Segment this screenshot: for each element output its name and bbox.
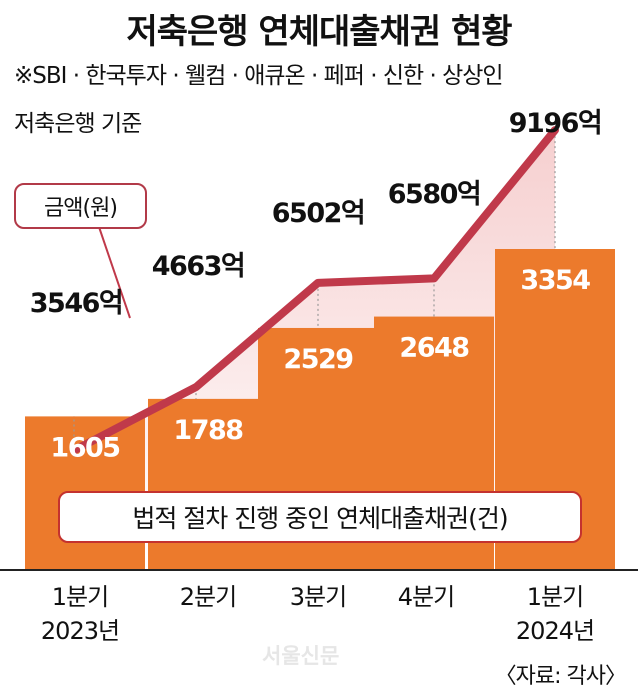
bar-label-3: 2529	[283, 344, 353, 375]
x-tick-label-4: 4분기	[397, 583, 455, 611]
x-tick-label-5: 1분기 2024년	[515, 583, 595, 645]
amount-line	[70, 126, 559, 455]
bar-label-5: 3354	[520, 265, 590, 296]
amount-label-1: 3546억	[30, 288, 123, 319]
chart-subtitle: ※SBI · 한국투자 · 웰컴 · 애큐온 · 페퍼 · 신한 · 상상인	[14, 63, 504, 89]
watermark: 서울신문	[262, 644, 340, 668]
source-note: 〈자료: 각사〉	[494, 664, 627, 689]
legend-connector	[97, 223, 131, 319]
bar-label-1: 1605	[50, 432, 119, 463]
x-tick-label-1: 1분기 2023년	[40, 583, 120, 645]
x-tick-label-2: 2분기	[179, 583, 237, 611]
x-tick-label-3: 3분기	[289, 583, 347, 611]
chart-title: 저축은행 연체대출채권 현황	[126, 12, 512, 52]
amount-label-5: 9196억	[509, 108, 602, 139]
legend-amount: 금액(원)	[14, 183, 147, 229]
amount-label-2: 4663억	[152, 251, 245, 282]
amount-label-3: 6502억	[272, 198, 365, 229]
amount-label-4: 6580억	[388, 179, 481, 210]
bar-label-4: 2648	[399, 333, 469, 364]
bar-label-2: 1788	[173, 415, 243, 446]
chart-basis-note: 저축은행 기준	[14, 111, 142, 137]
legend-count: 법적 절차 진행 중인 연체대출채권(건)	[58, 491, 582, 543]
